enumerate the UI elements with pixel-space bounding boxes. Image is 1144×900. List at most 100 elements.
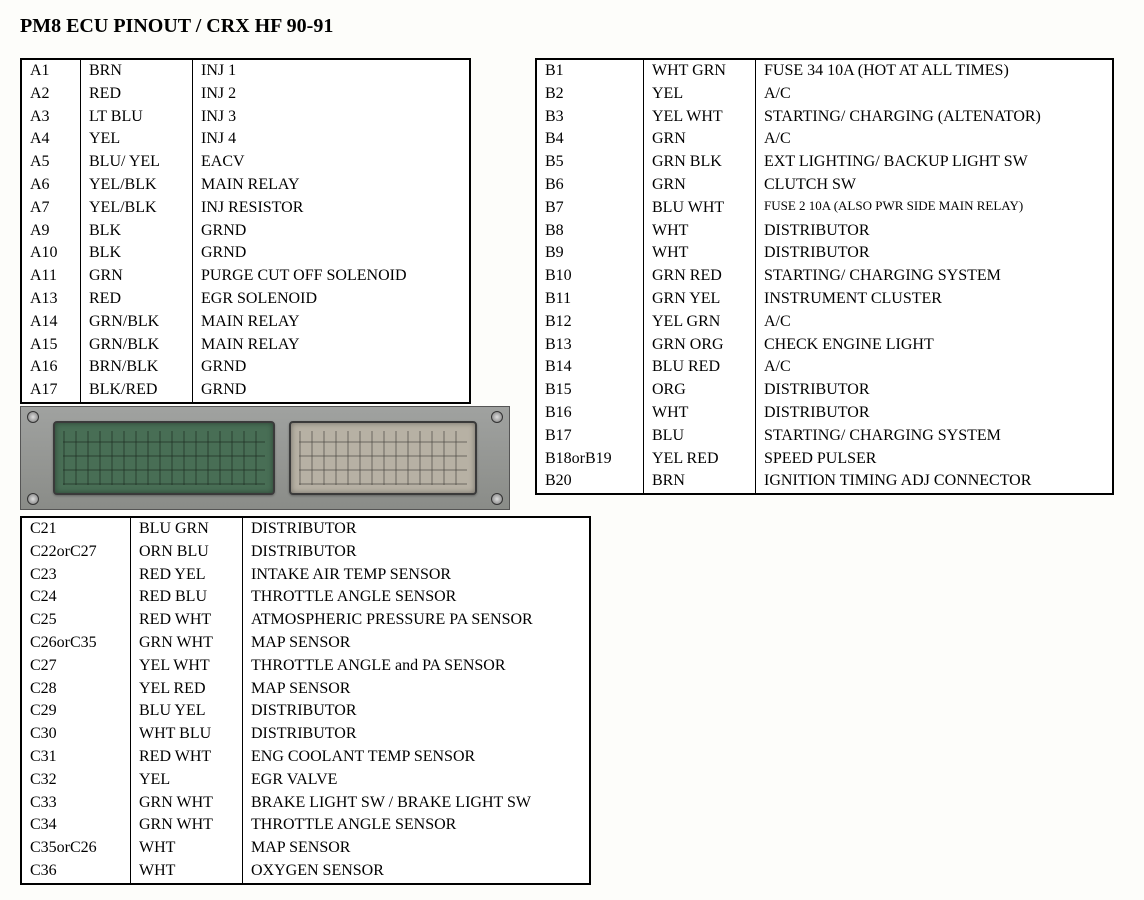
pin-cell: A17 — [21, 379, 81, 403]
table-row: C27YEL WHTTHROTTLE ANGLE and PA SENSOR — [21, 655, 590, 678]
pin-cell: C23 — [21, 564, 131, 587]
color-cell: BRN — [644, 470, 756, 494]
pin-cell: C36 — [21, 860, 131, 884]
pin-cell: B5 — [536, 151, 644, 174]
color-cell: YEL/BLK — [81, 197, 193, 220]
table-row: B13GRN ORGCHECK ENGINE LIGHT — [536, 334, 1113, 357]
table-row: A10BLKGRND — [21, 242, 470, 265]
desc-cell: DISTRIBUTOR — [243, 541, 591, 564]
color-cell: BLK — [81, 220, 193, 243]
desc-cell: FUSE 2 10A (ALSO PWR SIDE MAIN RELAY) — [756, 197, 1114, 220]
desc-cell: MAIN RELAY — [193, 311, 471, 334]
screw-icon — [27, 493, 39, 505]
desc-cell: MAIN RELAY — [193, 174, 471, 197]
color-cell: GRN RED — [644, 265, 756, 288]
table-row: C34GRN WHTTHROTTLE ANGLE SENSOR — [21, 814, 590, 837]
table-row: C25RED WHTATMOSPHERIC PRESSURE PA SENSOR — [21, 609, 590, 632]
color-cell: RED BLU — [131, 586, 243, 609]
pin-cell: B13 — [536, 334, 644, 357]
desc-cell: EGR SOLENOID — [193, 288, 471, 311]
color-cell: GRN — [644, 174, 756, 197]
pin-cell: C28 — [21, 678, 131, 701]
desc-cell: ENG COOLANT TEMP SENSOR — [243, 746, 591, 769]
color-cell: BLU YEL — [131, 700, 243, 723]
pin-cell: C32 — [21, 769, 131, 792]
desc-cell: GRND — [193, 242, 471, 265]
desc-cell: MAP SENSOR — [243, 837, 591, 860]
pin-cell: B8 — [536, 220, 644, 243]
color-cell: BLU — [644, 425, 756, 448]
desc-cell: IGNITION TIMING ADJ CONNECTOR — [756, 470, 1114, 494]
table-row: C21BLU GRNDISTRIBUTOR — [21, 517, 590, 541]
desc-cell: INJ 3 — [193, 106, 471, 129]
connector-plug-a — [53, 421, 275, 495]
table-row: C32YELEGR VALVE — [21, 769, 590, 792]
table-row: B10GRN REDSTARTING/ CHARGING SYSTEM — [536, 265, 1113, 288]
table-row: A2REDINJ 2 — [21, 83, 470, 106]
desc-cell: BRAKE LIGHT SW / BRAKE LIGHT SW — [243, 792, 591, 815]
table-row: A1BRNINJ 1 — [21, 59, 470, 83]
pin-cell: B6 — [536, 174, 644, 197]
pin-cell: C27 — [21, 655, 131, 678]
table-row: A11GRNPURGE CUT OFF SOLENOID — [21, 265, 470, 288]
desc-cell: GRND — [193, 356, 471, 379]
table-row: B17BLUSTARTING/ CHARGING SYSTEM — [536, 425, 1113, 448]
desc-cell: CHECK ENGINE LIGHT — [756, 334, 1114, 357]
color-cell: BRN/BLK — [81, 356, 193, 379]
table-row: B18orB19YEL REDSPEED PULSER — [536, 448, 1113, 471]
color-cell: YEL RED — [131, 678, 243, 701]
table-row: A7YEL/BLKINJ RESISTOR — [21, 197, 470, 220]
table-row: A13REDEGR SOLENOID — [21, 288, 470, 311]
color-cell: LT BLU — [81, 106, 193, 129]
table-row: A9BLKGRND — [21, 220, 470, 243]
color-cell: WHT — [644, 242, 756, 265]
table-row: A5BLU/ YELEACV — [21, 151, 470, 174]
desc-cell: MAP SENSOR — [243, 632, 591, 655]
pin-cell: B11 — [536, 288, 644, 311]
color-cell: GRN ORG — [644, 334, 756, 357]
color-cell: GRN/BLK — [81, 334, 193, 357]
desc-cell: INJ 1 — [193, 59, 471, 83]
color-cell: YEL/BLK — [81, 174, 193, 197]
table-row: C24RED BLUTHROTTLE ANGLE SENSOR — [21, 586, 590, 609]
pin-cell: A7 — [21, 197, 81, 220]
color-cell: YEL WHT — [644, 106, 756, 129]
screw-icon — [491, 411, 503, 423]
desc-cell: DISTRIBUTOR — [243, 517, 591, 541]
color-cell: WHT GRN — [644, 59, 756, 83]
desc-cell: MAIN RELAY — [193, 334, 471, 357]
table-row: B1WHT GRNFUSE 34 10A (HOT AT ALL TIMES) — [536, 59, 1113, 83]
desc-cell: INJ 2 — [193, 83, 471, 106]
pin-cell: A2 — [21, 83, 81, 106]
desc-cell: A/C — [756, 356, 1114, 379]
desc-cell: INJ 4 — [193, 128, 471, 151]
pin-cell: C22orC27 — [21, 541, 131, 564]
pin-cell: A10 — [21, 242, 81, 265]
pin-cell: B17 — [536, 425, 644, 448]
table-row: C31RED WHTENG COOLANT TEMP SENSOR — [21, 746, 590, 769]
table-row: B16WHTDISTRIBUTOR — [536, 402, 1113, 425]
color-cell: BRN — [81, 59, 193, 83]
color-cell: GRN WHT — [131, 792, 243, 815]
desc-cell: OXYGEN SENSOR — [243, 860, 591, 884]
table-row: C28YEL REDMAP SENSOR — [21, 678, 590, 701]
desc-cell: GRND — [193, 220, 471, 243]
desc-cell: INTAKE AIR TEMP SENSOR — [243, 564, 591, 587]
table-row: B6GRNCLUTCH SW — [536, 174, 1113, 197]
pin-cell: C25 — [21, 609, 131, 632]
table-row: B15ORGDISTRIBUTOR — [536, 379, 1113, 402]
desc-cell: INJ RESISTOR — [193, 197, 471, 220]
desc-cell: GRND — [193, 379, 471, 403]
color-cell: BLU/ YEL — [81, 151, 193, 174]
pin-cell: A15 — [21, 334, 81, 357]
table-row: B2YELA/C — [536, 83, 1113, 106]
table-row: C26orC35GRN WHTMAP SENSOR — [21, 632, 590, 655]
desc-cell: EACV — [193, 151, 471, 174]
pin-cell: A3 — [21, 106, 81, 129]
table-row: A17BLK/REDGRND — [21, 379, 470, 403]
pinout-table-a: A1BRNINJ 1A2REDINJ 2A3LT BLUINJ 3A4YELIN… — [20, 58, 471, 404]
table-row: C33GRN WHTBRAKE LIGHT SW / BRAKE LIGHT S… — [21, 792, 590, 815]
desc-cell: STARTING/ CHARGING (ALTENATOR) — [756, 106, 1114, 129]
table-row: C35orC26WHTMAP SENSOR — [21, 837, 590, 860]
color-cell: RED WHT — [131, 746, 243, 769]
